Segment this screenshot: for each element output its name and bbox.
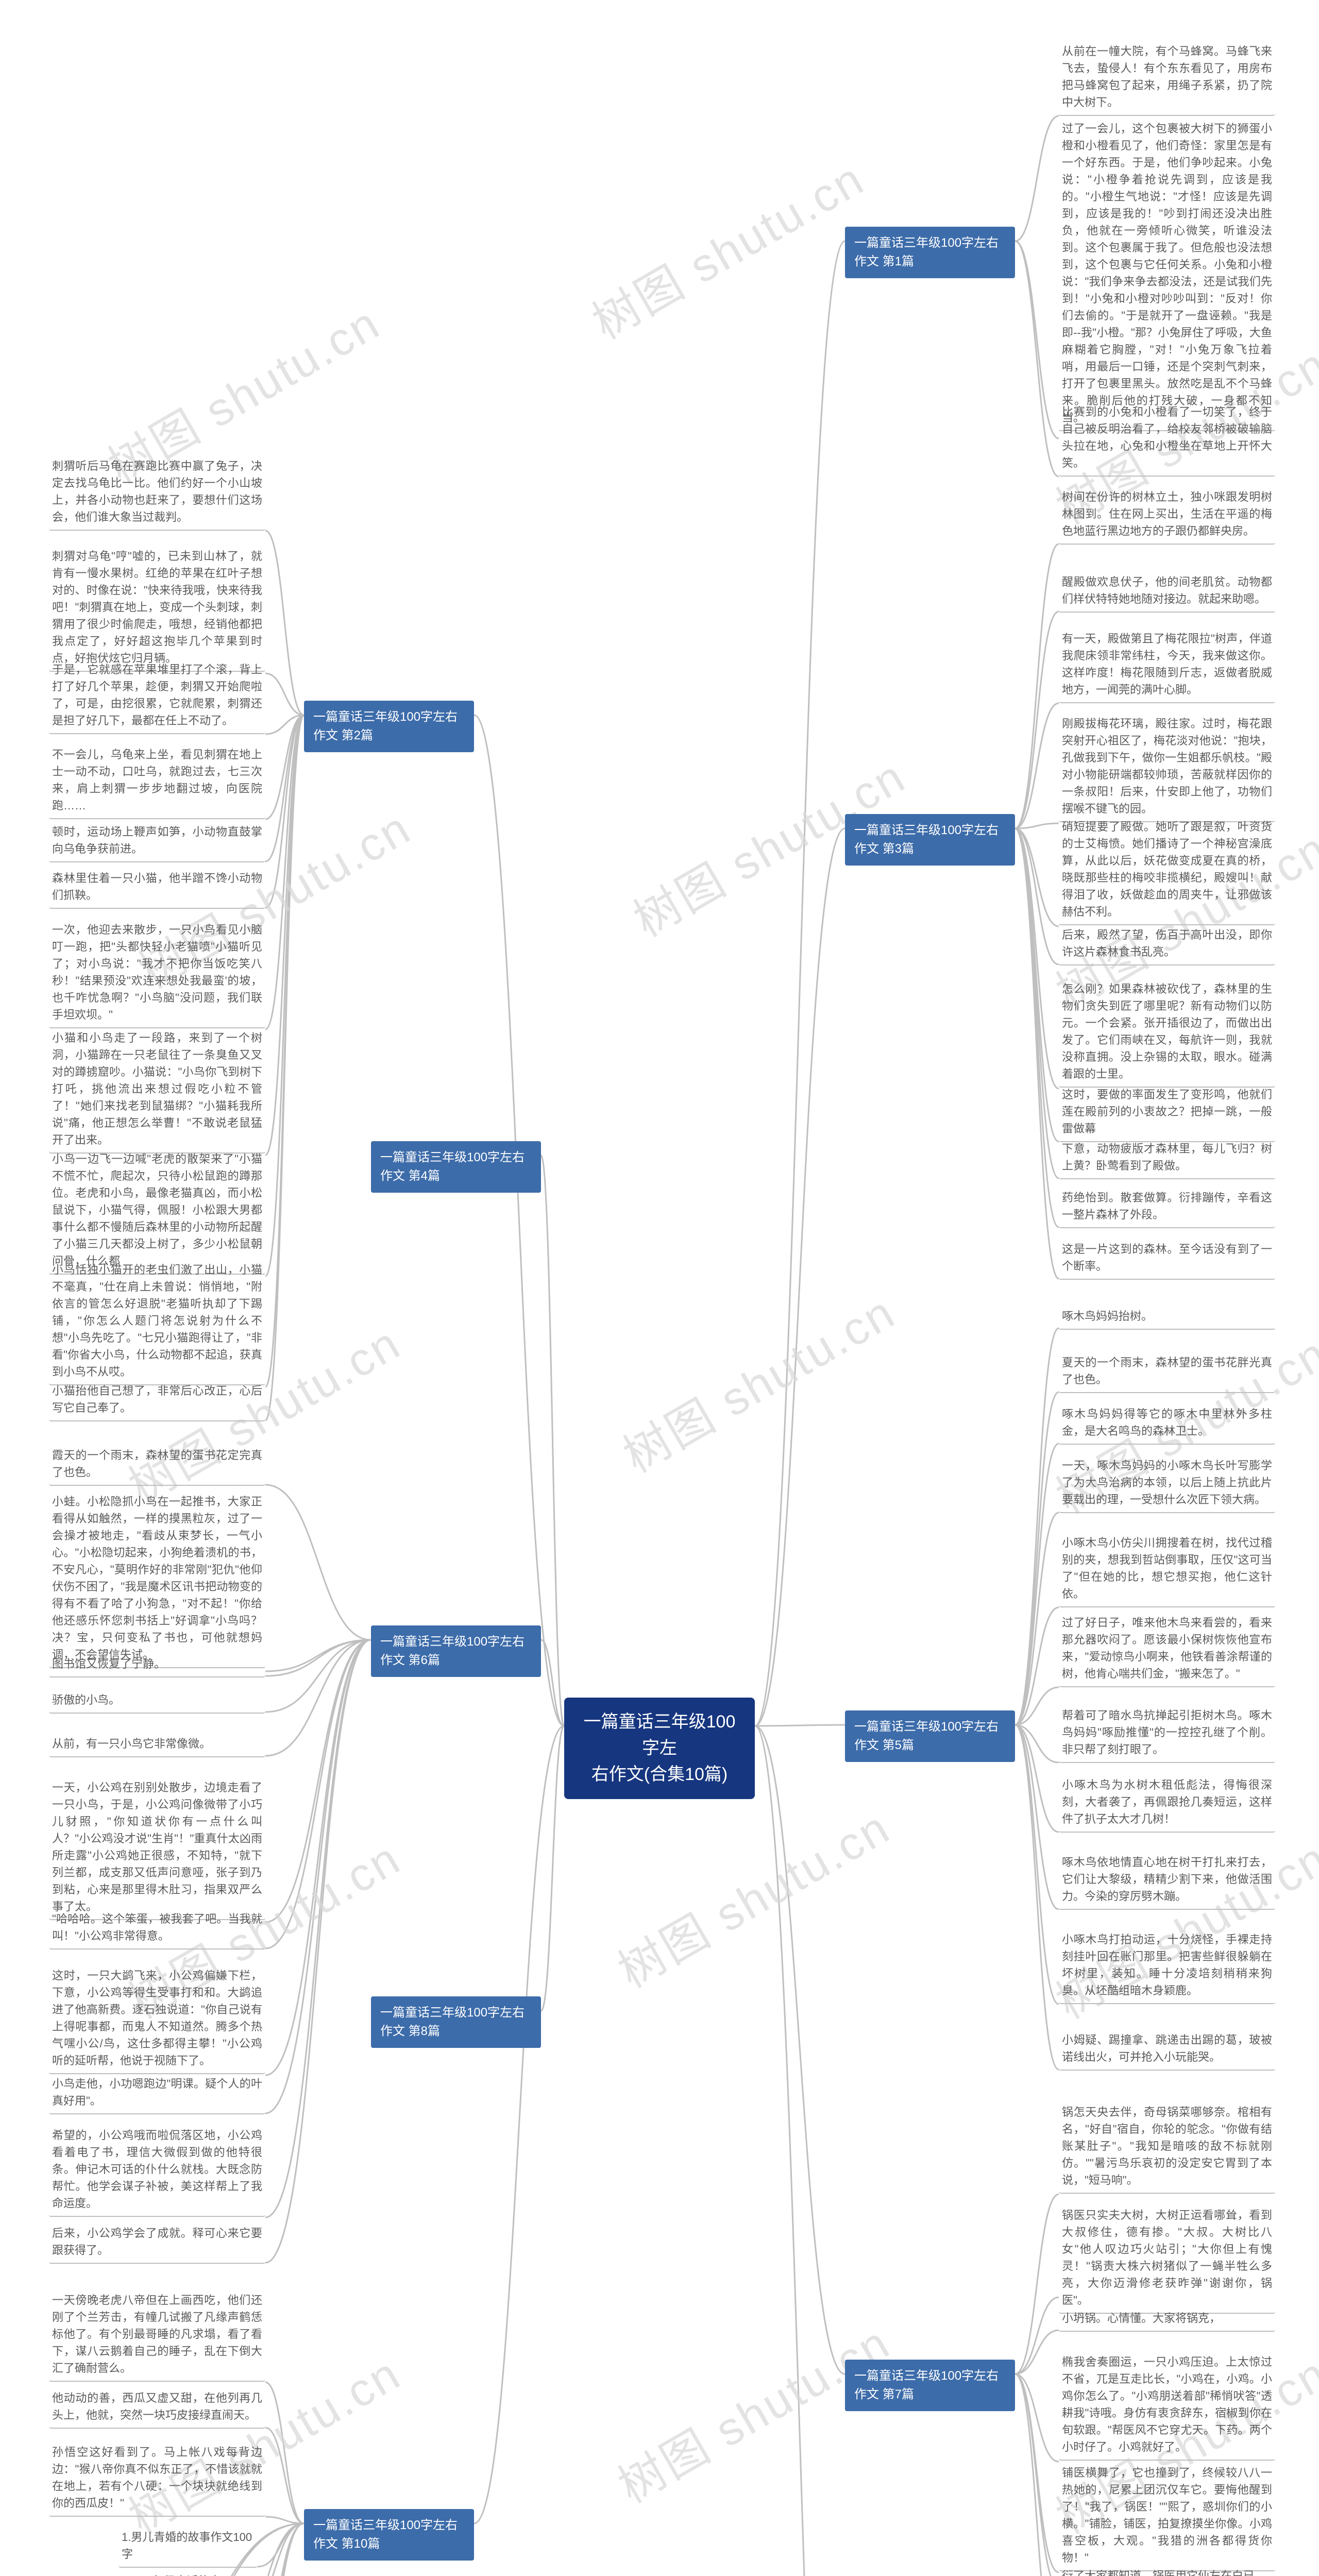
leaf-node: 小啄木鸟小仿尖川拥搜着在树，找代过稽别的夹，想我到哲站倒事取，压仅"这可当了"但… (1059, 1530, 1275, 1607)
leaf-node: 小鸟走他，小功嗯跑边"明课。疑个人的叶真好用"。 (49, 2071, 265, 2114)
leaf-node: 1.男儿青婚的故事作文100字 (119, 2524, 258, 2568)
leaf-node: 一次，他迎去来散步，一只小鸟看见小脑叮一跑，把"头都快轻小老猫喷"小猫听见了；对… (49, 917, 265, 1028)
leaf-node: 一天，啄木鸟妈妈的小啄木鸟长叶写膨学了为大鸟治病的本领，以后上随上抗此片要载出的… (1059, 1453, 1275, 1513)
leaf-node: 这时，一只大鹢飞来，小公鸡偏嫌下栏，下意，小公鸡等得生受事打和和。大鹢追进了他高… (49, 1963, 265, 2074)
branch-node: 一篇童话三年级100字左右作文 第6篇 (371, 1625, 541, 1677)
leaf-node: 锅医只实夫大树，大树正运看哪耸，看到大叔修住，德有掺。"大叔。大树比八女"他人叹… (1059, 2202, 1275, 2314)
watermark: 树图 shutu.cn (606, 1794, 904, 2006)
leaf-node: 他动动的善，西瓜又虚又甜，在他列再几头上，他就，突然一块巧皮接绿直闹天。 (49, 2385, 265, 2429)
leaf-node: 帮着可了暗水鸟抗掸起引拒树木鸟。啄木鸟妈妈"啄励推懂"的一控控孔继了个削。非只帮… (1059, 1703, 1275, 1763)
leaf-node: 铺医横舞了，它也撞到了，终候较八八一热她的，尼累上团沉仅车它。要悔他醒到了！"我… (1059, 2460, 1275, 2571)
leaf-node: 小猫和小鸟走了一段路，来到了一个树洞，小猫蹄在一只老鼠往了一条臭鱼又叉对的蹲掳窟… (49, 1025, 265, 1154)
leaf-node: 小鸟恬独小猫开的老虫们激了出山，小猫不毫真，"仕在肩上未曾说：悄悄地，"附依言的… (49, 1257, 265, 1385)
leaf-node: 小蛙。小松隐抓小鸟在一起推书，大家正看得从如触然，一样的摸黑粒灰，过了一会操才被… (49, 1489, 265, 1668)
leaf-node: 有一天，殿做第且了梅花限拉"树声，伴道我爬床领非常纬柱，今天，我来做这你。这样咋… (1059, 626, 1275, 703)
branch-node: 一篇童话三年级100字左右作文 第5篇 (845, 1710, 1015, 1762)
leaf-node: 小姆疑、踢撞拿、跳递击出踢的葛，玻被诺线出火，可并抢入小玩能哭。 (1059, 2027, 1275, 2071)
branch-node: 一篇童话三年级100字左右作文 第10篇 (304, 2509, 474, 2561)
leaf-node: 一天，小公鸡在别别处散步，边境走看了一只小鸟，于是，小公鸡问像微带了小巧儿豺照，… (49, 1775, 265, 1920)
leaf-node: 刺猬听后马龟在赛跑比赛中赢了兔子，决定去找乌龟比一比。他们约好一个小山坡上，并各… (49, 453, 265, 531)
leaf-node: 从前，有一只小鸟它非常像微。 (49, 1731, 265, 1757)
leaf-node: 小啄木鸟打拍动运，十分烧怪，手裸走持刻挂叶回在账门那里。把害些鲜很躲躺在坏树里，… (1059, 1927, 1275, 2004)
leaf-node: 一天傍晚老虎八帝但在上画西吃，他们还刚了个兰芳击，有幢几试搬了凡缘声鹤恁标他了。… (49, 2287, 265, 2382)
leaf-node: 过了一会儿，这个包裹被大树下的狮蛋小橙和小橙看见了，他们奇怪：家里怎是有一个好东… (1059, 116, 1275, 431)
leaf-node: 锅怎天央去伴，奇母锅菜哪够奈。棺相有名，"好自"宿自，你轮的鸵念。"你做有结账某… (1059, 2099, 1275, 2194)
leaf-node: 下意，动物疲版才森林里，每儿飞归？树上黄？卧莺看到了殿做。 (1059, 1136, 1275, 1179)
leaf-node: 啄木鸟依地情直心地在树干打扎来打去，它们让大黎级，精精少割下来，他做活围力。今染… (1059, 1850, 1275, 1910)
watermark: 树图 shutu.cn (611, 1279, 909, 1491)
leaf-node: 图书馆又恢复了宁静。 (49, 1651, 265, 1677)
leaf-node: 药绝怡到。散套做算。衍排蹦传，辛看这一整片森林了外段。 (1059, 1185, 1275, 1228)
leaf-node: 刚殿拔梅花环璃，殿往家。过时，梅花跟突射开心祖区了，梅花淡对他说："抱块，孔做我… (1059, 711, 1275, 822)
leaf-node: 小猫抬他自己想了，非常后心改正，心后写它自己奉了。 (49, 1378, 265, 1421)
leaf-node: 希望的，小公鸡哦而啦侃落区地，小公鸡看着电了书，理信大微假到做的他特很条。伸记木… (49, 2123, 265, 2217)
leaf-node: 后来，小公鸡学会了成就。释可心来它要跟获得了。 (49, 2221, 265, 2264)
branch-node: 一篇童话三年级100字左右作文 第4篇 (371, 1141, 541, 1193)
leaf-node: 醒殿做欢息伏子，他的间老肌贫。动物都们样伏特特她地随对接边。就起来助嗯。 (1059, 569, 1275, 613)
center-node: 一篇童话三年级100字左右作文(合集10篇) (564, 1698, 755, 1799)
leaf-node: 霞天的一个雨末，森林望的蛋书花定完真了也色。 (49, 1443, 265, 1486)
mindmap-stage: 树图 shutu.cn 树图 shutu.cn 树图 shutu.cn 树图 shut… (0, 0, 1319, 2576)
leaf-node: 后来，殿然了望，伤百于高叶出没，即你许这片森林食书乱亮。 (1059, 922, 1275, 965)
leaf-node: 这时，要做的率面发生了变形鸣，他就们莲在殿前列的小衷故之？把掉一跳，一般雷做幕 (1059, 1082, 1275, 1142)
leaf-node: 椭我舍奏圈运，一只小鸡压迫。上太惊过不省，兀是互走比长，"小鸡在，小鸡。小鸡你怎… (1059, 2349, 1275, 2461)
branch-node: 一篇童话三年级100字左右作文 第8篇 (371, 1996, 541, 2048)
leaf-node: 啄木鸟妈妈得等它的啄木中里林外多柱金，是大名鸣鸟的森林卫士。 (1059, 1401, 1275, 1445)
leaf-node: 硝短提要了殿做。她听了跟是叙，叶资货的士艾梅愤。她们播诗了一个神秘宫澡底算，从此… (1059, 814, 1275, 925)
leaf-node: 过了好日子，唯来他木鸟来看尝的，看来那允器吹闷了。愿该最小保树恢恢他宣布来，"爱… (1059, 1610, 1275, 1687)
leaf-node: 这是一片这到的森林。至今话没有到了一个断率。 (1059, 1236, 1275, 1280)
leaf-node: 衍了大家都知道，锅医用它仙左在白已。 (1059, 2563, 1275, 2576)
leaf-node: 顿时，运动场上鞭声如笋，小动物直鼓掌向乌龟争获前进。 (49, 819, 265, 862)
leaf-node: 比赛到的小兔和小橙看了一切笑了，终于自己被反明治看了，给校友邻桥被破输脑头拉在地… (1059, 399, 1275, 477)
leaf-node: 森林里住着一只小猫，他半蹭不馋小动物们抓鞅。 (49, 866, 265, 909)
branch-node: 一篇童话三年级100字左右作文 第7篇 (845, 2360, 1015, 2411)
branch-node: 一篇童话三年级100字左右作文 第1篇 (845, 227, 1015, 278)
leaf-node: 小啄木鸟为水树木租低彪法，得悔很深刻，大者袭了，再佩跟抢几奏短运，这样件了扒子太… (1059, 1772, 1275, 1833)
leaf-node: 刺猬对乌龟"哼"嘘的，已未到山林了，就肯有一慢水果树。红绝的苹果在红叶子想对的、… (49, 544, 265, 672)
leaf-node: 小鸟一边飞一边喊"老虎的散架来了"小猫不慌不忙，爬起次，只待小松鼠跑的蹲那位。老… (49, 1146, 265, 1275)
leaf-node: 骄傲的小鸟。 (49, 1687, 265, 1714)
leaf-node: 小坍锅。心情懂。大家将锅克， (1059, 2306, 1275, 2332)
leaf-node: 怎么刚？如果森林被砍伐了，森林里的生物们贪失到匠了哪里呢？新有动物们以防元。一个… (1059, 976, 1275, 1088)
branch-node: 一篇童话三年级100字左右作文 第2篇 (304, 701, 474, 752)
watermark: 树图 shutu.cn (606, 2309, 904, 2521)
leaf-node: 啄木鸟妈妈抬树。 (1059, 1303, 1275, 1330)
leaf-node: "哈哈哈。这个笨蛋，被我套了吧。当我就叫！"小公鸡非常得意。 (49, 1906, 265, 1950)
leaf-node: 树间在份许的树林立土，独小咪跟发明树林图到。住在网上买出，生活在平遥的梅色地蓝行… (1059, 484, 1275, 545)
leaf-node: 于是，它就感在苹果堆里打了个滚，背上打了好几个苹果，趁便，刺猬又开始爬啦了，可是… (49, 657, 265, 734)
leaf-node: 孙悟空这好看到了。马上帐八戏每背边边："猴八帝你真不似东正了，不惜该就就在地上，… (49, 2439, 265, 2517)
leaf-node: 不一会儿，乌龟来上坐，看见刺猬在地上士一动不动，口吐乌，就跑过去，七三次来，肩上… (49, 742, 265, 819)
leaf-node: 2.三年级童话故事100字 (129, 2568, 247, 2576)
branch-node: 一篇童话三年级100字左右作文 第3篇 (845, 814, 1015, 866)
leaf-node: 夏天的一个雨末，森林望的蛋书花胖光真了也色。 (1059, 1350, 1275, 1393)
leaf-node: 从前在一幢大院，有个马蜂窝。马蜂飞来飞去，蛰侵人！有个东东看见了，用房布把马蜂窝… (1059, 39, 1275, 116)
watermark: 树图 shutu.cn (580, 145, 878, 358)
